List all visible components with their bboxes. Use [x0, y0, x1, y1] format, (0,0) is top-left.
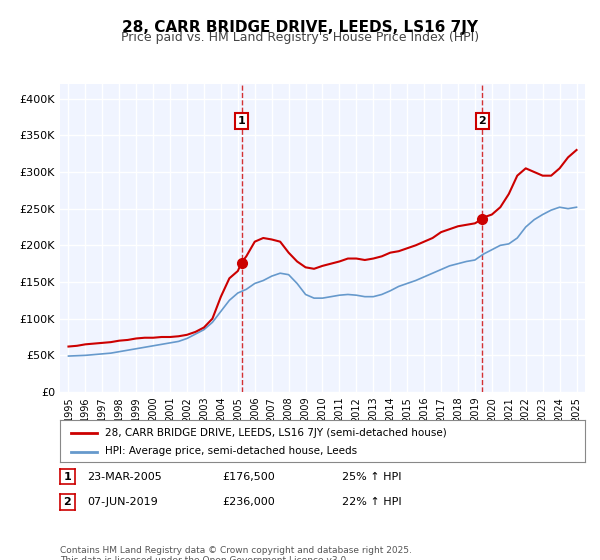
Text: £236,000: £236,000 — [222, 497, 275, 507]
Text: 2: 2 — [64, 497, 71, 507]
Text: £176,500: £176,500 — [222, 472, 275, 482]
Text: 23-MAR-2005: 23-MAR-2005 — [87, 472, 162, 482]
Text: 1: 1 — [64, 472, 71, 482]
Text: Price paid vs. HM Land Registry's House Price Index (HPI): Price paid vs. HM Land Registry's House … — [121, 31, 479, 44]
Text: 25% ↑ HPI: 25% ↑ HPI — [342, 472, 401, 482]
Text: Contains HM Land Registry data © Crown copyright and database right 2025.
This d: Contains HM Land Registry data © Crown c… — [60, 546, 412, 560]
Text: 28, CARR BRIDGE DRIVE, LEEDS, LS16 7JY (semi-detached house): 28, CARR BRIDGE DRIVE, LEEDS, LS16 7JY (… — [104, 428, 446, 437]
Text: 28, CARR BRIDGE DRIVE, LEEDS, LS16 7JY: 28, CARR BRIDGE DRIVE, LEEDS, LS16 7JY — [122, 20, 478, 35]
Text: 07-JUN-2019: 07-JUN-2019 — [87, 497, 158, 507]
Text: 2: 2 — [478, 116, 486, 126]
Text: 22% ↑ HPI: 22% ↑ HPI — [342, 497, 401, 507]
Text: HPI: Average price, semi-detached house, Leeds: HPI: Average price, semi-detached house,… — [104, 446, 357, 456]
Text: 1: 1 — [238, 116, 245, 126]
